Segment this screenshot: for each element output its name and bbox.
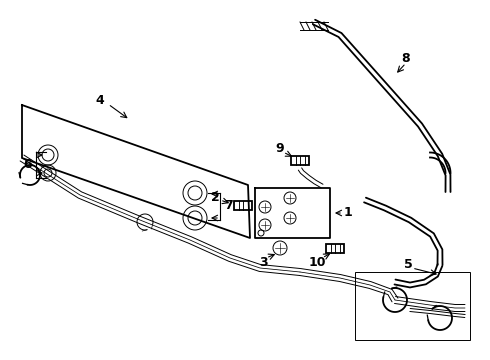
Text: 10: 10	[308, 256, 326, 269]
Text: 1: 1	[343, 206, 352, 219]
Text: 9: 9	[276, 141, 284, 154]
Text: 4: 4	[96, 94, 104, 107]
Text: 7: 7	[223, 198, 232, 212]
Text: 2: 2	[211, 190, 220, 203]
Bar	[326, 243, 344, 252]
Text: 3: 3	[259, 256, 268, 269]
Text: 6: 6	[24, 158, 32, 171]
Bar	[234, 201, 252, 210]
Text: 5: 5	[404, 258, 413, 271]
Text: 8: 8	[402, 51, 410, 64]
Bar	[291, 156, 309, 165]
Bar	[355, 272, 470, 340]
